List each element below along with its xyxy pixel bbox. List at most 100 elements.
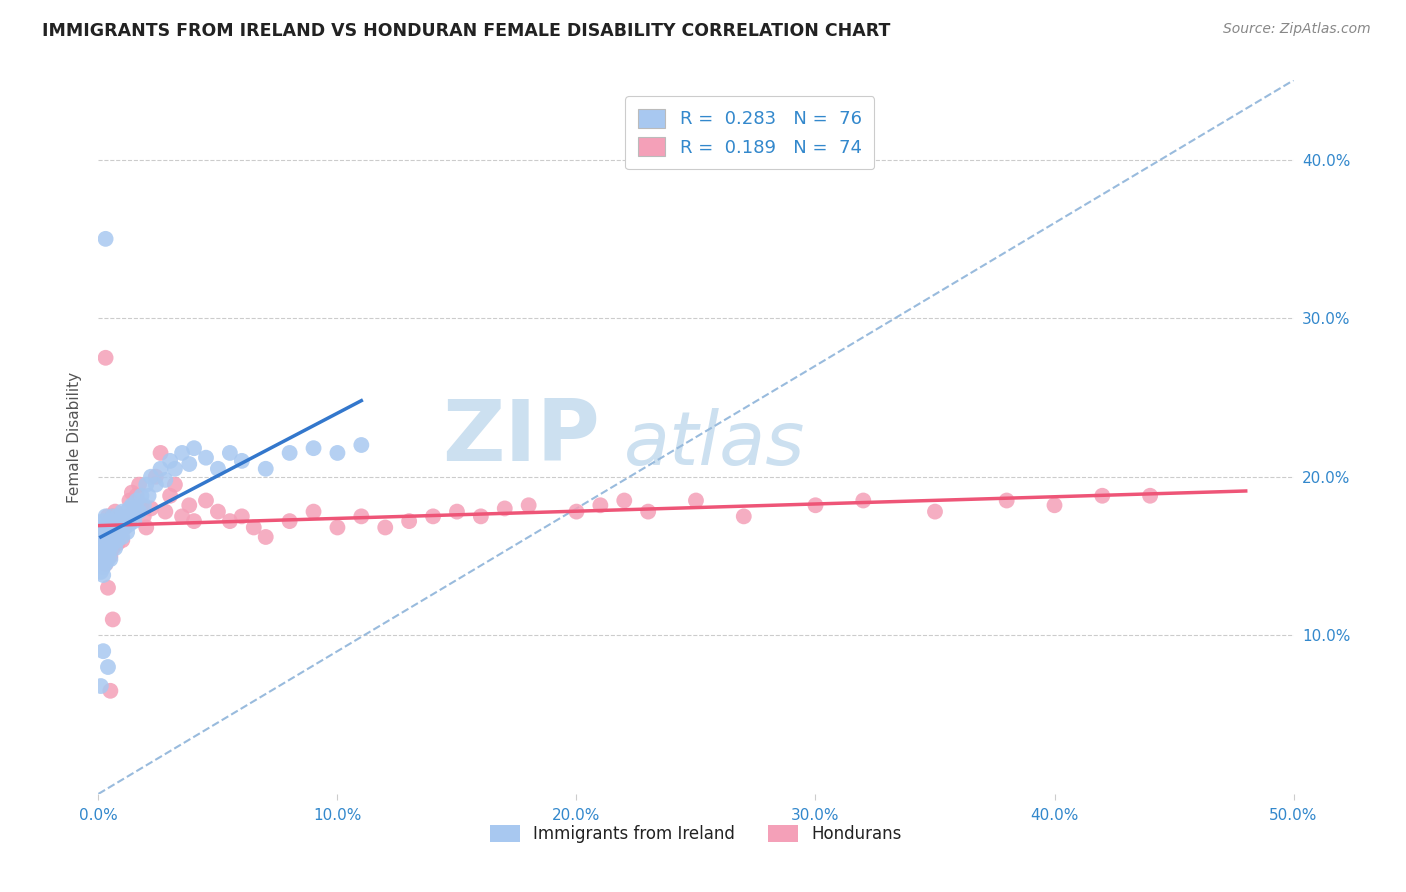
Point [302,441,325,455]
Point [219,514,242,528]
Point [124,514,146,528]
Point [90,541,112,555]
Point [94,557,117,571]
Point [90,679,112,693]
Point [155,505,177,519]
Point [685,493,707,508]
Point [91,644,114,658]
Point [94,520,117,534]
Point [149,462,172,476]
Point [804,498,827,512]
Point [94,509,117,524]
Point [124,501,146,516]
Point [97,530,120,544]
Point [118,501,141,516]
Point [302,505,325,519]
Point [470,509,492,524]
Point [101,612,124,626]
Point [94,232,117,246]
Point [637,505,659,519]
Point [91,536,114,550]
Point [139,501,162,516]
Point [139,469,162,483]
Point [733,509,755,524]
Text: IMMIGRANTS FROM IRELAND VS HONDURAN FEMALE DISABILITY CORRELATION CHART: IMMIGRANTS FROM IRELAND VS HONDURAN FEMA… [42,22,890,40]
Point [374,520,396,534]
Point [91,568,114,582]
Point [91,541,114,555]
Point [125,489,148,503]
Point [111,514,134,528]
Point [101,509,124,524]
Point [98,530,122,544]
Point [149,446,172,460]
Point [145,469,167,483]
Point [101,525,124,540]
Point [138,489,160,503]
Point [98,683,122,698]
Point [179,457,201,471]
Point [326,520,349,534]
Point [107,509,129,524]
Point [163,462,186,476]
Text: Source: ZipAtlas.com: Source: ZipAtlas.com [1223,22,1371,37]
Point [115,509,138,524]
Point [107,533,129,548]
Point [97,517,120,532]
Point [90,530,112,544]
Point [278,514,301,528]
Point [995,493,1018,508]
Point [118,493,141,508]
Point [91,525,114,540]
Point [97,581,120,595]
Point [195,493,218,508]
Point [121,509,143,524]
Point [104,517,127,532]
Point [172,509,194,524]
Point [128,477,150,491]
Point [104,505,127,519]
Point [231,509,253,524]
Point [115,525,138,540]
Point [111,530,134,544]
Point [254,530,277,544]
Point [114,509,136,524]
Point [115,505,138,519]
Point [131,489,153,503]
Text: ZIP: ZIP [443,395,600,479]
Point [94,557,117,571]
Point [98,549,122,563]
Point [90,565,112,579]
Point [101,536,124,550]
Point [589,498,612,512]
Point [243,520,266,534]
Point [128,505,150,519]
Point [111,505,134,519]
Point [114,520,136,534]
Point [98,520,122,534]
Point [172,446,194,460]
Point [924,505,946,519]
Point [254,462,277,476]
Point [207,505,229,519]
Point [613,493,636,508]
Point [94,544,117,558]
Point [159,489,181,503]
Point [90,517,112,532]
Legend: Immigrants from Ireland, Hondurans: Immigrants from Ireland, Hondurans [484,818,908,850]
Point [219,446,242,460]
Point [517,498,540,512]
Point [108,525,131,540]
Point [179,498,201,512]
Point [104,541,127,555]
Point [90,552,112,566]
Point [107,517,129,532]
Point [326,446,349,460]
Point [1091,489,1114,503]
Point [94,351,117,365]
Point [91,549,114,563]
Point [104,530,127,544]
Y-axis label: Female Disability: Female Disability [67,371,83,503]
Point [278,446,301,460]
Point [231,454,253,468]
